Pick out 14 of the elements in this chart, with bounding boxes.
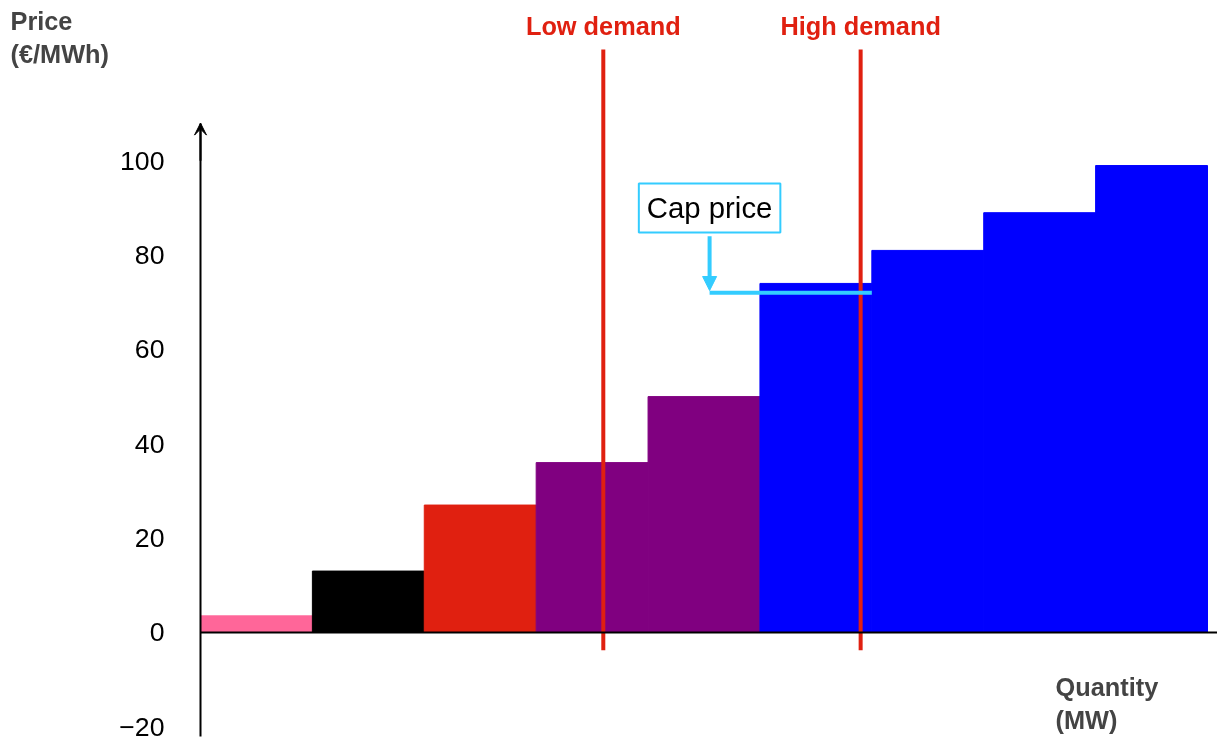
bar (200, 615, 313, 633)
x-axis-title: Quantity (MW) (1055, 672, 1159, 735)
y-tick-label: 80 (134, 240, 165, 271)
ref-line-label: Cap price (646, 191, 773, 225)
y-tick-label: 40 (134, 428, 165, 459)
y-axis-title: Price (€/MWh) (10, 6, 109, 69)
y-tick-label: 60 (134, 334, 165, 365)
text: High demand (780, 12, 941, 41)
y-tick-label: 20 (134, 523, 165, 554)
y-tick-label: 100 (120, 145, 165, 176)
bar (423, 504, 537, 633)
y-tick-label: −20 (119, 711, 165, 742)
y-tick-label: 0 (149, 617, 165, 648)
text: Low demand (525, 12, 681, 41)
